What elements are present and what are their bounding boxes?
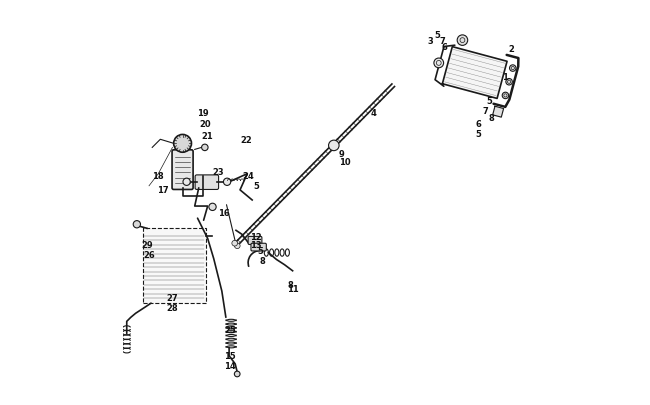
Text: 9: 9 [338,149,344,158]
Polygon shape [143,229,205,303]
FancyBboxPatch shape [172,150,193,190]
Text: 18: 18 [153,172,164,181]
Text: 5: 5 [254,182,259,191]
Text: 11: 11 [287,285,298,294]
FancyBboxPatch shape [251,244,266,252]
Text: 4: 4 [370,109,376,118]
Text: 14: 14 [224,362,236,371]
Text: 12: 12 [250,232,262,241]
Circle shape [235,371,240,377]
Text: 5: 5 [476,129,482,139]
Circle shape [174,135,192,153]
Circle shape [133,221,140,228]
Text: 3: 3 [427,36,433,45]
Text: 8: 8 [488,113,494,122]
Circle shape [202,145,208,151]
Text: 19: 19 [197,109,209,118]
Circle shape [224,179,231,186]
Text: 1: 1 [502,73,508,82]
Text: 5: 5 [257,247,263,256]
Text: 2: 2 [508,45,514,53]
Polygon shape [443,47,507,99]
Text: 7: 7 [483,107,489,116]
Text: 5: 5 [435,30,441,40]
Text: 26: 26 [143,250,155,260]
Text: 25: 25 [224,325,236,334]
Text: 24: 24 [242,172,254,181]
Circle shape [434,59,443,68]
Text: 8: 8 [288,281,294,290]
Circle shape [502,93,509,99]
Text: 16: 16 [218,208,229,217]
Polygon shape [493,107,504,118]
Text: 7: 7 [439,36,445,45]
Text: 6: 6 [476,119,482,128]
Text: 29: 29 [141,241,153,249]
Text: 22: 22 [240,135,252,145]
Text: 15: 15 [224,352,236,360]
Circle shape [183,179,190,186]
Text: 20: 20 [200,119,211,128]
Text: 28: 28 [166,303,178,312]
Text: 17: 17 [157,186,169,195]
Text: 6: 6 [441,43,447,51]
Text: 10: 10 [339,158,351,166]
Circle shape [506,79,512,86]
Text: 13: 13 [250,241,262,249]
Circle shape [209,204,216,211]
FancyBboxPatch shape [248,237,262,245]
FancyBboxPatch shape [195,175,218,190]
Text: 27: 27 [166,293,178,302]
Circle shape [328,141,339,151]
Circle shape [510,66,516,72]
Circle shape [235,243,240,249]
Circle shape [232,241,237,246]
Text: 8: 8 [259,256,265,266]
Text: 5: 5 [486,97,492,106]
Circle shape [457,36,468,46]
Text: 21: 21 [202,131,214,141]
Text: 23: 23 [212,168,224,177]
